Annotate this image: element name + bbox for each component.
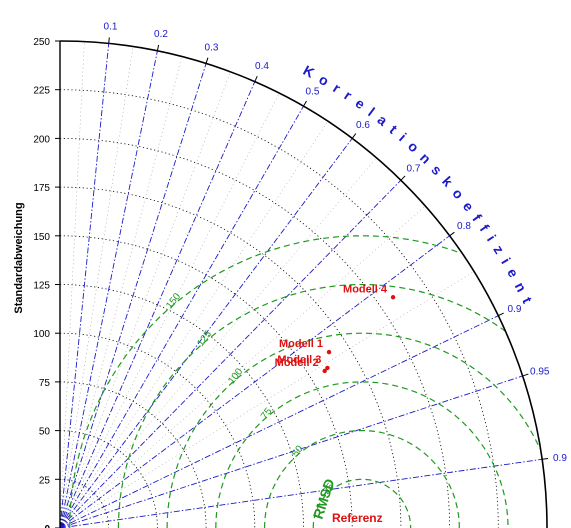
model-point	[325, 365, 330, 371]
axes	[55, 37, 549, 528]
outer-arc	[59, 40, 548, 528]
correlation-line	[59, 106, 304, 528]
correlation-line	[59, 315, 499, 528]
std-tick-label: 50	[39, 427, 51, 438]
rmsd-arcs	[69, 235, 541, 528]
rmsd-tick-label: 75	[259, 406, 275, 422]
rmsd-arc	[215, 381, 509, 528]
correlation-minor-line	[59, 71, 231, 528]
std-tick-label: 150	[33, 232, 50, 243]
correlation-tick	[449, 231, 455, 237]
rmsd-arc	[312, 478, 412, 528]
correlation-line	[59, 375, 523, 528]
correlation-line	[59, 50, 158, 528]
correlation-tick	[156, 44, 160, 51]
rmsd-arc	[69, 235, 460, 528]
correlation-axis-label: K o r r e l a t i o n s k o e f f i z i …	[301, 62, 537, 307]
correlation-tick-label: 0.5	[306, 87, 320, 98]
correlation-tick-label: 0.3	[205, 42, 219, 53]
model-point	[322, 368, 327, 374]
std-arcs	[59, 89, 499, 528]
correlation-tick-label: 0.8	[457, 221, 471, 232]
correlation-tick	[522, 373, 529, 377]
correlation-tick	[498, 312, 504, 317]
correlation-tick-label: 0.6	[356, 120, 370, 131]
std-arc	[59, 89, 499, 528]
rmsd-arc	[263, 430, 460, 528]
std-tick-label: 225	[33, 86, 50, 97]
correlation-tick	[303, 100, 307, 107]
correlation-tick-label: 0.9	[553, 453, 567, 464]
correlation-line	[59, 63, 207, 528]
correlation-tick-label: 0.7	[407, 163, 421, 174]
std-tick-label: 25	[39, 475, 51, 486]
rmsd-tick-label: 125	[195, 329, 214, 349]
correlation-line	[59, 81, 256, 528]
std-tick-label: 0	[44, 524, 50, 528]
correlation-tick	[254, 75, 258, 82]
correlation-lines	[59, 41, 543, 528]
correlation-tick	[400, 175, 406, 181]
std-tick-label: 175	[33, 183, 50, 194]
std-tick-label: 100	[33, 329, 50, 340]
rmsd-tick-label: 100	[226, 366, 245, 386]
correlation-tick	[205, 57, 209, 64]
std-arc	[59, 332, 256, 528]
std-arc	[59, 138, 450, 528]
std-arc	[59, 430, 158, 528]
std-arc	[59, 478, 110, 528]
model-point-label: Modell 1	[279, 338, 323, 350]
model-point-label: Modell 3	[277, 354, 321, 366]
rmsd-arc	[166, 332, 541, 528]
model-point	[326, 349, 332, 355]
correlation-tick-labels: 0.1 0.2 0.3 0.4 0.5 0.6 0.7 0.8 0.9 0.95 0.9	[104, 22, 568, 464]
std-arc	[59, 186, 402, 528]
correlation-tick	[108, 37, 110, 44]
correlation-line	[59, 43, 110, 528]
y-axis-label: Standardabweichung	[13, 202, 25, 313]
correlation-tick-label: 0.2	[154, 29, 168, 40]
std-tick-label: 250	[33, 37, 50, 48]
correlation-minor-line	[59, 92, 280, 528]
correlation-tick-label: 0.95	[530, 366, 550, 377]
correlation-tick	[351, 133, 357, 139]
reference-label: Referenz	[332, 511, 383, 525]
model-point-label: Modell 4	[343, 283, 388, 295]
correlation-line	[59, 179, 402, 528]
correlation-line	[59, 138, 353, 528]
std-tick-label: 125	[33, 281, 50, 292]
std-tick-label: 75	[39, 378, 51, 389]
std-arc	[59, 284, 304, 528]
rmsd-tick-label: 150	[164, 291, 183, 311]
std-tick-labels: 0 25 50 75 100 125 150 175 200 225 250	[33, 37, 50, 528]
std-arc	[59, 381, 207, 528]
rmsd-tick-label: 50	[290, 443, 306, 459]
correlation-line	[59, 235, 450, 528]
model-point-label: Modell 2	[275, 357, 319, 369]
correlation-line	[59, 458, 543, 528]
correlation-tick-label: 0.9	[508, 304, 522, 315]
std-arc	[59, 235, 353, 528]
std-tick-label: 200	[33, 134, 50, 145]
model-point	[390, 295, 396, 300]
correlation-tick-label: 0.1	[104, 22, 118, 33]
correlation-tick-label: 0.4	[255, 61, 269, 72]
correlation-tick	[542, 457, 549, 460]
